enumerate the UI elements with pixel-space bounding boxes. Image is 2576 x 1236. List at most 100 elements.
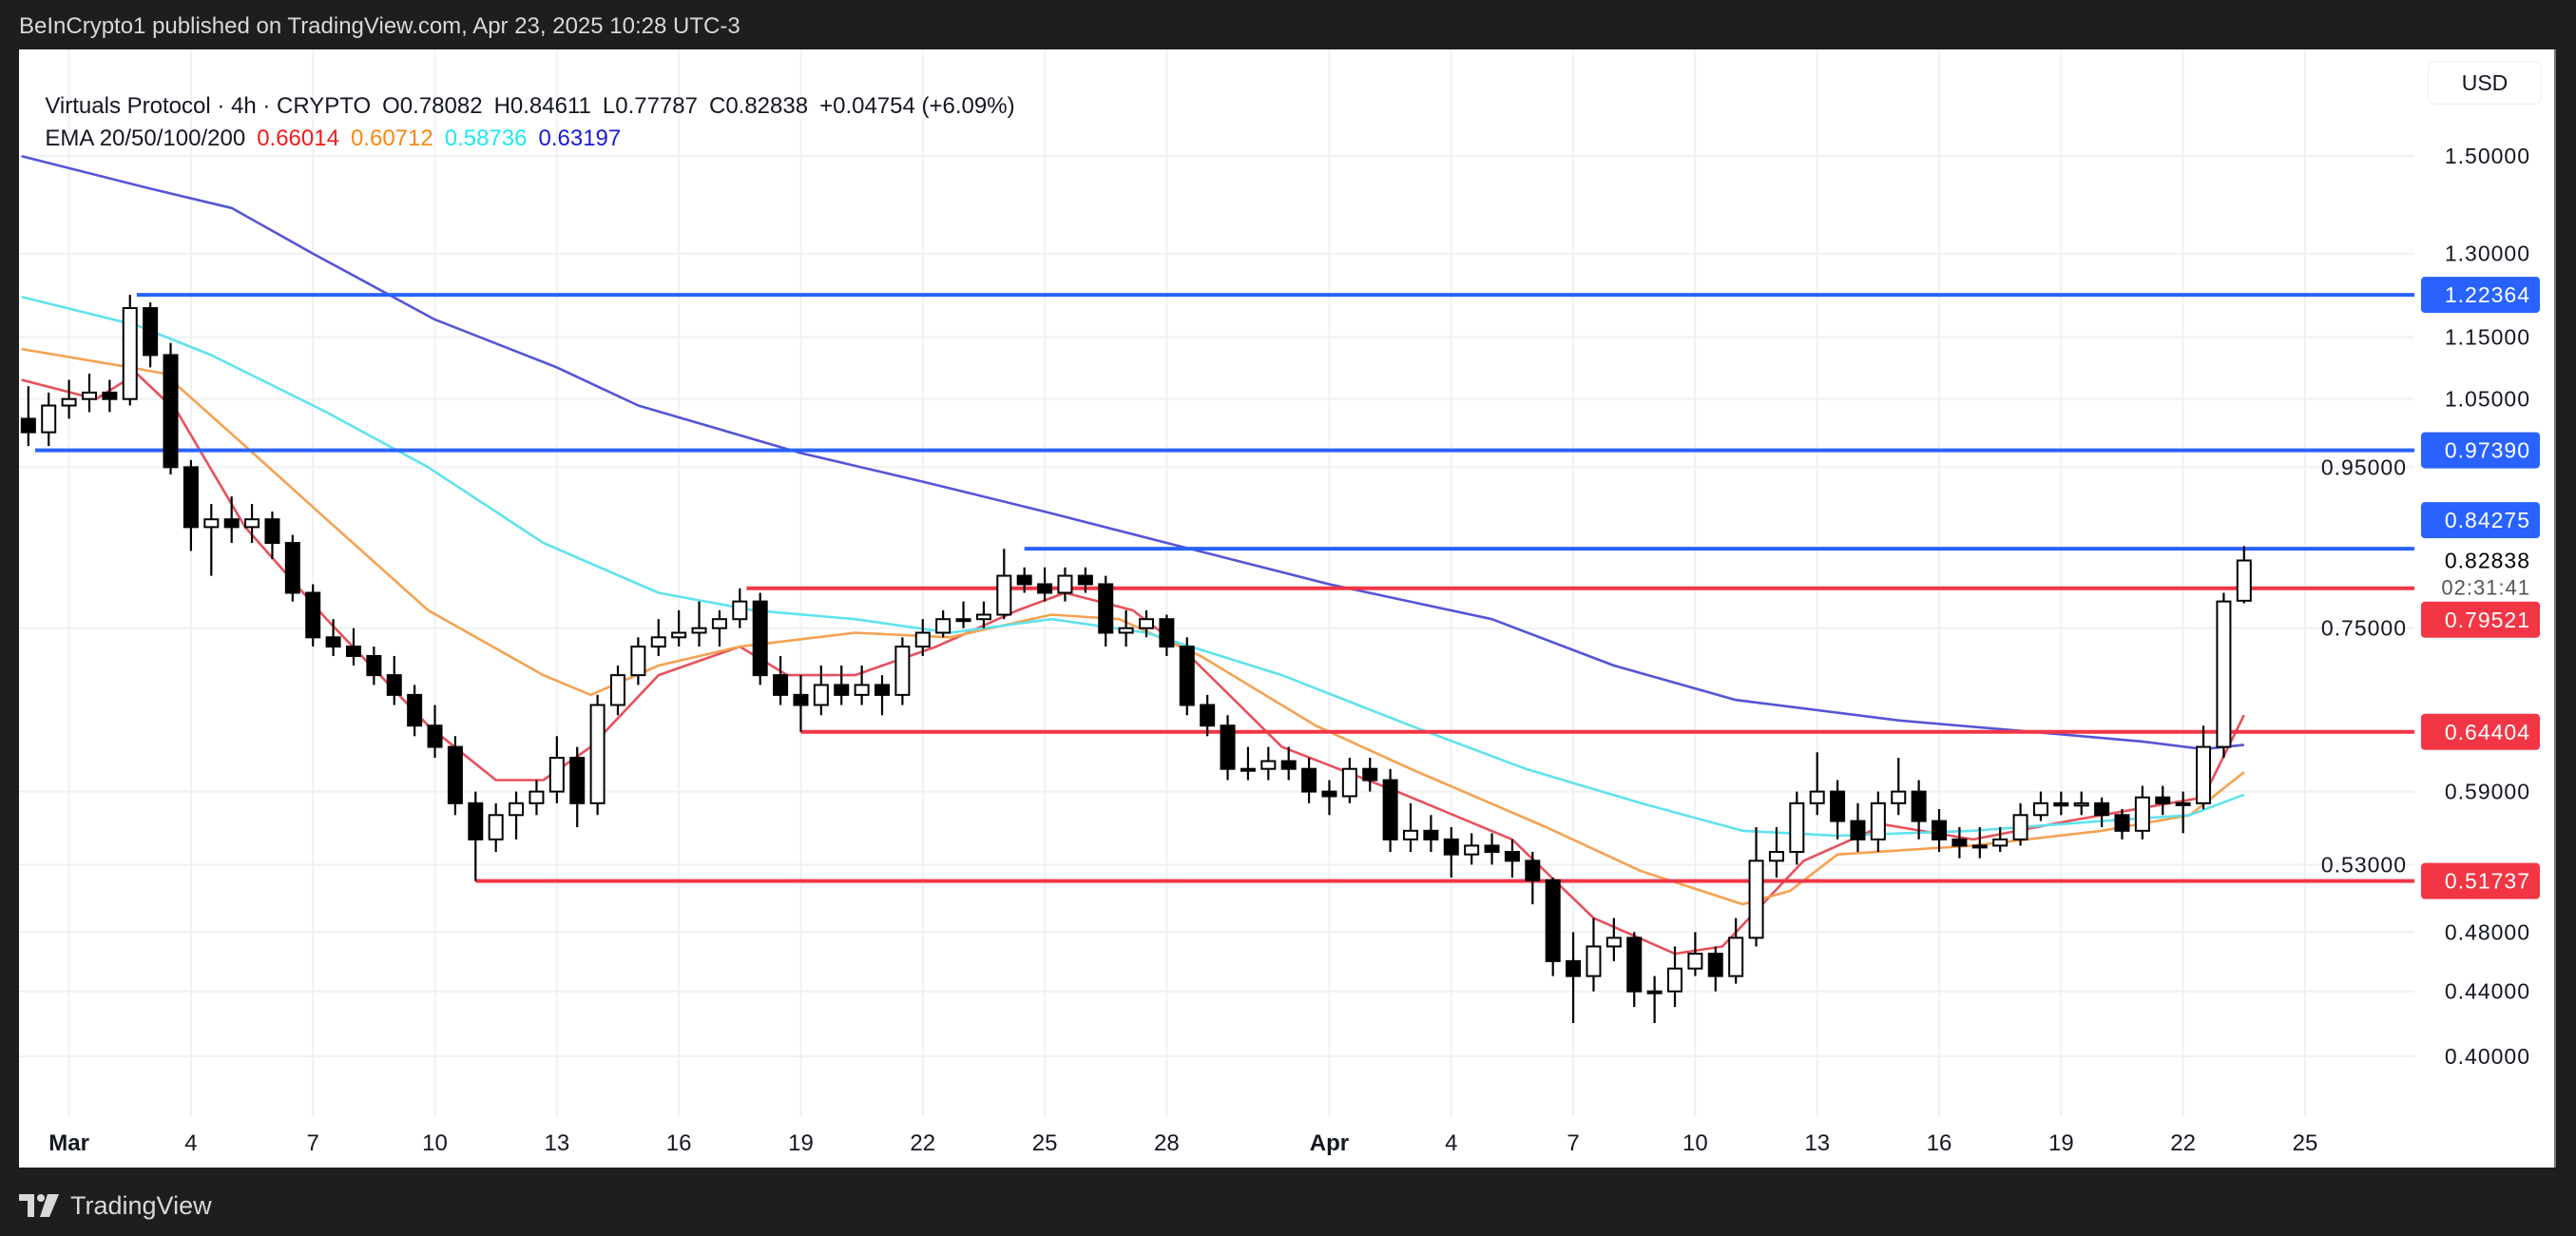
candle-body-down [1911,790,1927,822]
x-tick-label: 19 [2048,1130,2074,1156]
candle [1646,975,1663,1024]
candle [2073,791,2089,816]
candle-body-up [1728,937,1744,977]
price-tag-support [2421,601,2540,638]
candle [914,619,931,656]
price-tag-label: 0.97390 [2445,438,2530,463]
candle-body-down [1504,851,1520,862]
candle-body-up [1870,801,1886,840]
candle [650,619,666,656]
candle [1139,609,1155,638]
candle [834,665,850,705]
candle-body-up [630,646,646,677]
candle-countdown: 02:31:41 [2441,576,2530,600]
candle [1037,567,1053,602]
chart-panel[interactable] [19,49,2554,1168]
candle-body-down [1301,767,1317,793]
y-tick-label: 0.40000 [2445,1044,2530,1069]
price-tag-resistance [2421,277,2540,314]
candle [1016,567,1032,593]
x-tick-label: 25 [2293,1130,2318,1156]
x-tick-label: 7 [1567,1130,1579,1156]
y-tick-label: 1.30000 [2445,241,2530,266]
candle [732,588,748,628]
candle [102,379,118,413]
candle [1464,833,1480,865]
candle-body-down [468,801,484,840]
candle [2032,791,2048,821]
candle [447,736,463,816]
candle-body-down [1443,838,1459,856]
candle-body-down [1525,859,1541,881]
candle [488,802,504,853]
candle [1341,758,1357,803]
candle-body-down [345,646,361,657]
ohlc-low: L0.77787 [602,93,698,119]
candle-body-up [1139,618,1155,629]
x-tick-label: 10 [1682,1130,1708,1156]
candle-body-down [223,518,240,529]
candle-body-down [793,693,809,706]
candle-body-up [935,618,952,634]
ema50-value: 0.60712 [350,126,433,151]
candle-body-up [1992,838,2009,847]
candle-body-up [509,801,525,817]
price-tag-support [2421,713,2540,750]
candle [529,780,545,816]
candle [163,342,179,474]
price-tag-label: 0.64404 [2445,720,2530,744]
candle [813,665,829,716]
candle-body-down [834,684,850,696]
tradingview-logo[interactable]: TradingView [19,1187,212,1225]
x-tick-label: Apr [1310,1130,1349,1156]
candle [711,609,727,647]
candle [671,609,687,647]
candle [1118,609,1134,647]
candle-body-down [2094,801,2110,817]
candle-body-down [2155,796,2171,804]
candle-body-down [407,693,423,727]
candle [2094,797,2110,827]
x-tick-label: 4 [184,1130,197,1156]
ema-legend: EMA 20/50/100/200 0.66014 0.60712 0.58736 0.… [32,99,632,152]
candle [1566,932,1582,1024]
candle [2053,791,2069,816]
candle-body-up [2216,600,2232,748]
symbol-name[interactable]: Virtuals Protocol · 4h · CRYPTO [45,93,372,119]
candle-body-up [996,574,1012,616]
candle-body-up [732,600,748,621]
ema200-line [21,154,2244,751]
candle-body-down [143,307,159,357]
candle-body-down [1484,844,1500,854]
ema20-line [21,372,2245,956]
ema-label[interactable]: EMA 20/50/100/200 [45,126,246,151]
candle [1992,826,2009,853]
candle-body-up [1891,790,1907,804]
candle-body-up [955,618,971,623]
candle [1870,791,1886,853]
ohlc-high: H0.84611 [493,93,591,119]
candle [875,675,890,716]
candle-body-down [1098,583,1114,634]
x-tick-label: 16 [1927,1130,1952,1156]
candle-body-up [671,631,687,639]
candle [1525,852,1541,905]
candle [325,619,341,656]
candle [1667,946,1683,1008]
candle-body-down [1037,583,1053,594]
currency-button[interactable]: USD [2428,61,2542,105]
candle-body-down [1321,790,1337,798]
candle-body-down [875,684,890,696]
ohlc-close: C0.82838 [708,93,809,119]
candle-body-down [1545,879,1561,962]
candle [2012,802,2028,846]
y-tick-label: 1.50000 [2445,144,2530,168]
candle-body-up [1768,851,1784,862]
candle-body-up [711,618,727,629]
candle-body-up [1341,767,1357,798]
candle [1891,758,1907,816]
candle [630,637,646,686]
candle [1159,614,1175,656]
candle [284,534,300,602]
